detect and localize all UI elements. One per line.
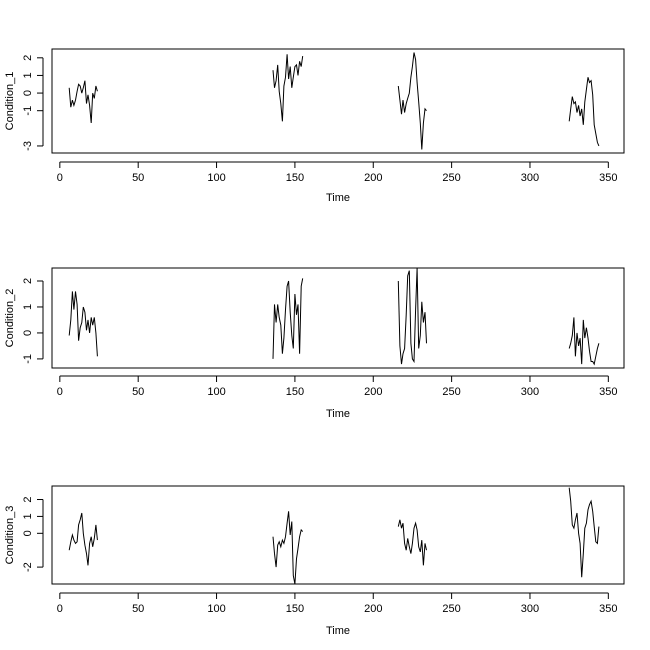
x-tick-label: 350 bbox=[599, 386, 617, 398]
y-tick-label: 1 bbox=[22, 304, 34, 310]
series-line-segment-3 bbox=[397, 519, 427, 566]
x-axis-title: Time bbox=[326, 192, 350, 204]
x-tick-label: 150 bbox=[286, 386, 304, 398]
plot-frame bbox=[51, 48, 625, 154]
y-tick-label: -3 bbox=[22, 141, 34, 151]
y-tick-label: 2 bbox=[22, 278, 34, 284]
y-tick-label: 0 bbox=[22, 530, 34, 536]
x-tick-label: 300 bbox=[521, 603, 539, 615]
series-line-segment-3 bbox=[397, 267, 427, 365]
series-line-segment-1 bbox=[68, 291, 98, 357]
x-tick-label: 50 bbox=[132, 603, 144, 615]
x-tick-label: 250 bbox=[442, 603, 460, 615]
x-tick-label: 300 bbox=[521, 386, 539, 398]
y-tick-label: 1 bbox=[22, 72, 34, 78]
chart-panel-2: 0 50 100 150 200 250 300 350 Time -1 0 1 2 Condition_… bbox=[4, 267, 625, 420]
y-tick-label: -2 bbox=[22, 562, 34, 572]
y-tick-label: 2 bbox=[22, 496, 34, 502]
x-tick-label: 0 bbox=[57, 603, 63, 615]
series-line-segment-4 bbox=[568, 77, 600, 147]
x-tick-label: 350 bbox=[599, 172, 617, 184]
chart-panel-3: 0 50 100 150 200 250 300 350 Time -2 0 1 2 Condition_… bbox=[4, 485, 625, 637]
x-axis-title: Time bbox=[326, 408, 350, 420]
x-tick-label: 300 bbox=[521, 172, 539, 184]
x-tick-label: 50 bbox=[132, 386, 144, 398]
plot-frame bbox=[51, 267, 625, 369]
y-tick-label: 2 bbox=[22, 55, 34, 61]
series-line-segment-2 bbox=[272, 278, 304, 359]
x-tick-label: 150 bbox=[286, 603, 304, 615]
series-line-segment-4 bbox=[568, 317, 600, 366]
x-tick-label: 0 bbox=[57, 172, 63, 184]
series-line-segment-2 bbox=[272, 54, 304, 122]
x-tick-label: 250 bbox=[442, 172, 460, 184]
series-line-segment-3 bbox=[397, 52, 427, 150]
x-tick-label: 0 bbox=[57, 386, 63, 398]
x-tick-label: 150 bbox=[286, 172, 304, 184]
y-axis-title: Condition_2 bbox=[4, 289, 16, 348]
x-tick-label: 100 bbox=[207, 603, 225, 615]
y-tick-label: -1 bbox=[22, 106, 34, 116]
x-tick-label: 350 bbox=[599, 603, 617, 615]
plot-frame bbox=[51, 485, 625, 585]
x-axis-title: Time bbox=[326, 625, 350, 637]
series-line-segment-4 bbox=[568, 487, 600, 578]
x-tick-label: 50 bbox=[132, 172, 144, 184]
y-tick-label: 0 bbox=[22, 90, 34, 96]
x-tick-label: 200 bbox=[364, 386, 382, 398]
x-tick-label: 250 bbox=[442, 386, 460, 398]
x-tick-label: 200 bbox=[364, 603, 382, 615]
series-line-segment-1 bbox=[68, 80, 98, 124]
x-tick-label: 100 bbox=[207, 386, 225, 398]
x-tick-label: 100 bbox=[207, 172, 225, 184]
chart-panel-1: 0 50 100 150 200 250 300 350 Time -3 -1 0 1 2 Conditio… bbox=[4, 48, 625, 204]
y-tick-label: 0 bbox=[22, 330, 34, 336]
y-axis-title: Condition_1 bbox=[4, 72, 16, 131]
series-line-segment-1 bbox=[68, 512, 98, 566]
x-tick-label: 200 bbox=[364, 172, 382, 184]
y-axis-title: Condition_3 bbox=[4, 506, 16, 565]
series-line-segment-2 bbox=[272, 511, 304, 585]
y-tick-label: -1 bbox=[22, 354, 34, 364]
y-tick-label: 1 bbox=[22, 513, 34, 519]
